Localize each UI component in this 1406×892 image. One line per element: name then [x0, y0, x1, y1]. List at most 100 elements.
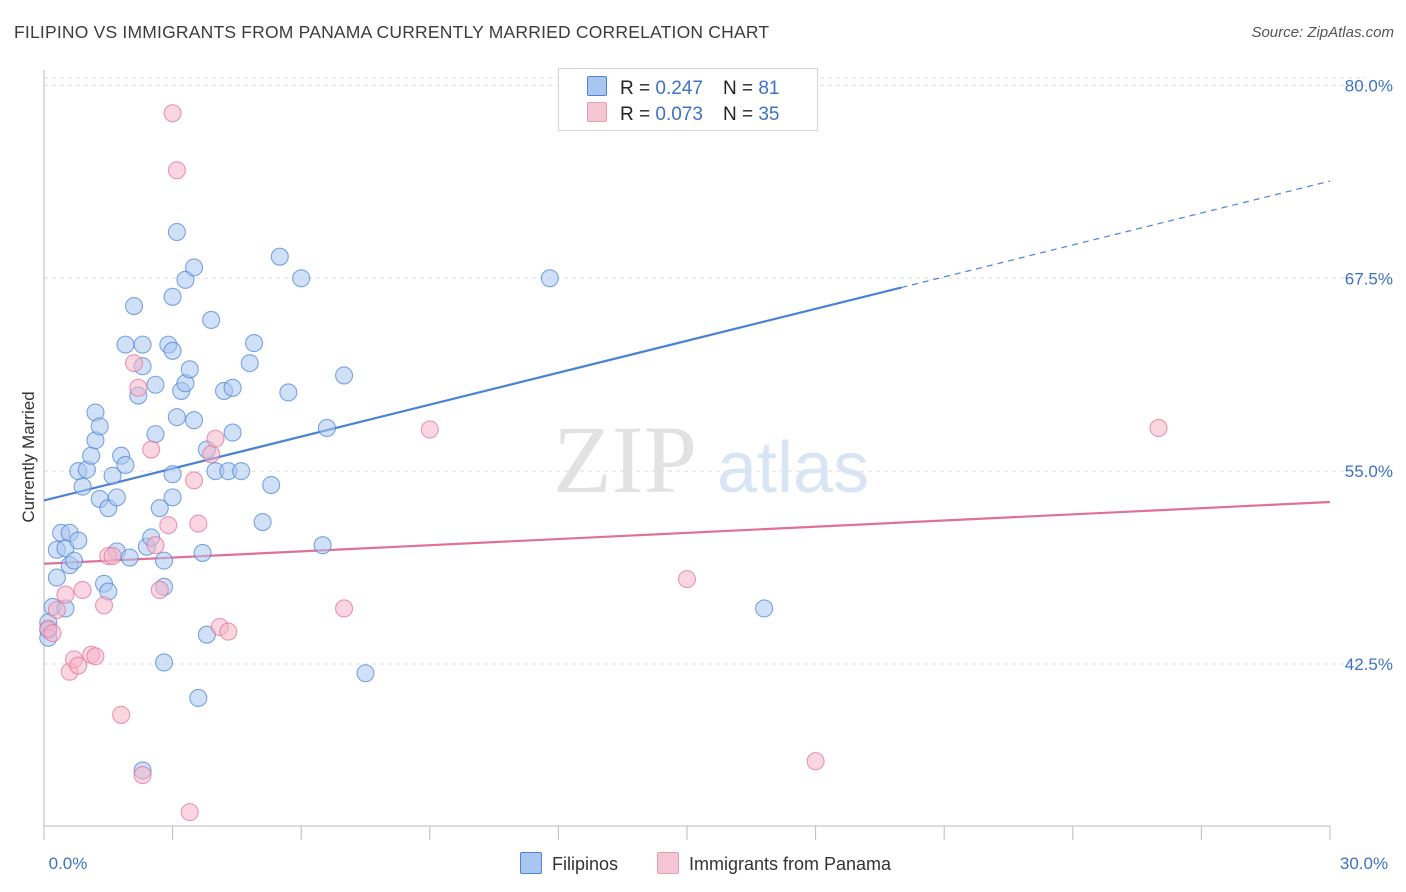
panama-point — [142, 440, 161, 459]
panama-point — [806, 752, 825, 771]
panama-point — [73, 580, 92, 599]
legend-label: Filipinos — [552, 854, 619, 874]
watermark: ZIP atlas — [553, 406, 869, 513]
filipino-point — [240, 354, 259, 373]
filipino-point — [270, 247, 289, 266]
filipino-point — [193, 543, 212, 562]
filipino-point — [244, 334, 264, 353]
chart-title: FILIPINO VS IMMIGRANTS FROM PANAMA CURRE… — [14, 22, 770, 42]
filipino-point — [47, 568, 66, 587]
panama-point — [335, 599, 354, 618]
filipino-trend-line — [43, 286, 902, 502]
panama-point — [43, 624, 62, 643]
panama-point — [56, 585, 75, 604]
n-label: N = — [722, 78, 754, 99]
filipino-point — [90, 417, 109, 436]
axes — [43, 70, 1331, 840]
legend-swatch-blue — [587, 76, 607, 96]
trend-lines — [43, 180, 1331, 565]
filipino-point — [184, 411, 204, 430]
r-label: R = — [620, 104, 651, 125]
filipino-point — [184, 258, 204, 277]
n-value: 35 — [758, 104, 780, 125]
panama-point — [112, 705, 131, 724]
filipino-point — [116, 335, 135, 354]
filipino-point — [262, 475, 281, 495]
filipino-trend-extension — [901, 180, 1331, 289]
filipino-point — [163, 465, 182, 484]
panama-point — [159, 516, 178, 535]
filipino-point — [279, 383, 298, 402]
filipino-point — [154, 551, 174, 570]
legend-label: Immigrants from Panama — [689, 854, 892, 874]
panama-point — [94, 596, 114, 615]
filipino-point — [223, 423, 242, 442]
filipino-point — [335, 366, 354, 385]
panama-trend-line — [43, 500, 1331, 565]
filipino-point — [163, 287, 182, 306]
filipino-point — [313, 536, 332, 555]
legend-item-panama[interactable]: Immigrants from Panama — [657, 852, 891, 875]
filipino-point — [146, 375, 165, 394]
panama-point — [86, 647, 105, 666]
filipino-point — [73, 477, 92, 496]
r-label: R = — [620, 78, 651, 99]
filipino-point — [124, 297, 144, 316]
panama-point — [189, 514, 208, 533]
r-value: 0.073 — [655, 104, 703, 125]
filipino-point — [356, 664, 375, 683]
watermark-zip: ZIP — [553, 406, 697, 513]
filipino-point — [163, 341, 182, 360]
panama-point — [167, 161, 186, 180]
watermark-atlas: atlas — [717, 428, 869, 508]
grid-lines — [44, 77, 1366, 665]
filipino-point — [176, 270, 195, 289]
filipino-point — [292, 269, 311, 288]
filipino-point — [150, 499, 169, 518]
stats-legend: R = 0.247 N = 81 R = 0.073 N = 35 — [558, 68, 818, 131]
panama-point — [420, 420, 439, 439]
filipino-point — [232, 462, 251, 481]
filipino-point — [163, 488, 182, 507]
filipino-point — [167, 222, 186, 242]
x-tick-label: 30.0% — [1340, 854, 1388, 873]
y-tick-label: 42.5% — [1345, 655, 1393, 674]
y-axis-label: Currently Married — [19, 391, 38, 522]
filipino-point — [146, 425, 165, 444]
panama-point — [103, 546, 122, 566]
filipino-point — [317, 418, 336, 437]
filipino-point — [82, 446, 101, 465]
panama-point — [150, 580, 169, 599]
panama-point — [202, 445, 221, 464]
filipino-point — [116, 455, 135, 475]
panama-point — [163, 104, 182, 123]
filipino-point — [755, 599, 774, 618]
legend-item-filipinos[interactable]: Filipinos — [520, 852, 618, 875]
filipino-point — [154, 653, 174, 672]
panama-point — [1149, 418, 1168, 437]
legend-swatch-blue — [520, 852, 542, 874]
filipino-point — [133, 335, 152, 354]
panama-point — [677, 570, 697, 589]
filipino-point — [103, 466, 122, 485]
filipino-point — [540, 269, 559, 288]
panama-point — [124, 354, 144, 373]
y-tick-label: 80.0% — [1345, 76, 1393, 95]
legend-swatch-pink — [587, 102, 607, 122]
filipino-point — [64, 551, 84, 570]
data-points — [39, 104, 1168, 822]
filipino-point — [253, 513, 272, 532]
filipino-point — [167, 408, 186, 427]
legend-swatch-pink — [657, 852, 679, 874]
y-tick-label: 67.5% — [1345, 269, 1393, 288]
x-tick-label: 0.0% — [49, 854, 88, 873]
panama-point — [184, 471, 204, 490]
filipino-point — [189, 688, 208, 707]
n-label: N = — [722, 104, 754, 125]
panama-point — [180, 803, 199, 822]
stats-legend-row-filipinos: R = 0.247 N = 81 — [587, 76, 779, 100]
filipino-point — [120, 548, 139, 567]
source-label: Source: ZipAtlas.com — [1251, 24, 1394, 41]
panama-point — [146, 536, 165, 555]
